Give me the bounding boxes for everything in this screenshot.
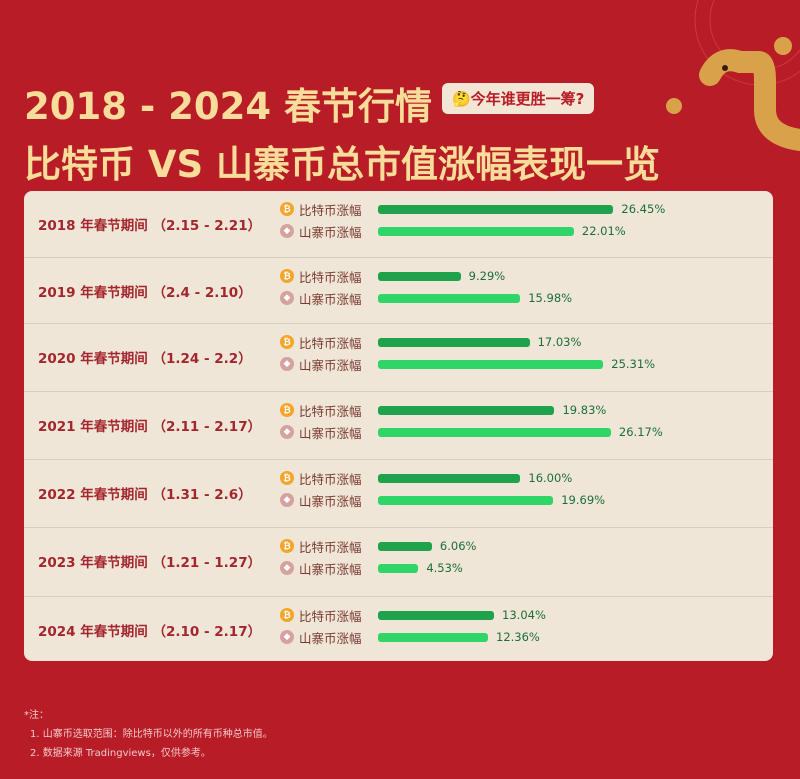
year-row: 2019 年春节期间 （2.4 - 2.10） ₿ 比特币涨幅 9.29% ◆ 山寨币涨幅…	[24, 257, 773, 323]
btc-line: ₿ 比特币涨幅 26.45%	[280, 199, 665, 219]
series-label: 比特币涨幅	[299, 335, 362, 351]
alt-line: ◆ 山寨币涨幅 12.36%	[280, 627, 540, 647]
year-row: 2022 年春节期间 （1.31 - 2.6） ₿ 比特币涨幅 16.00% ◆ 山寨币涨…	[24, 459, 773, 527]
notes-heading: *注：	[24, 710, 49, 721]
alt-bar	[378, 359, 604, 369]
alt-line: ◆ 山寨币涨幅 26.17%	[280, 422, 663, 442]
alt-line: ◆ 山寨币涨幅 25.31%	[280, 354, 655, 374]
value-label: 19.69%	[561, 493, 606, 507]
btc-bar	[378, 541, 432, 551]
period-label: 2023 年春节期间 （1.21 - 1.27）	[38, 555, 262, 571]
altcoin-icon: ◆	[280, 425, 294, 439]
period-label: 2021 年春节期间 （2.11 - 2.17）	[38, 419, 262, 435]
value-label: 22.01%	[581, 224, 626, 238]
title-line-1: 2018 - 2024 春节行情	[24, 85, 432, 128]
series-label: 山寨币涨幅	[299, 357, 362, 373]
bitcoin-icon: ₿	[280, 202, 294, 216]
series-label: 比特币涨幅	[299, 202, 362, 218]
altcoin-icon: ◆	[280, 561, 294, 575]
alt-line: ◆ 山寨币涨幅 15.98%	[280, 288, 572, 308]
series-label: 山寨币涨幅	[299, 224, 362, 240]
value-label: 16.00%	[528, 471, 573, 485]
series-label: 比特币涨幅	[299, 269, 362, 285]
value-label: 26.17%	[618, 425, 663, 439]
year-row: 2018 年春节期间 （2.15 - 2.21） ₿ 比特币涨幅 26.45% ◆ 山寨币…	[24, 191, 773, 257]
alt-bar	[378, 293, 521, 303]
note-2: 2. 数据来源 Tradingviews，仅供参考。	[30, 748, 211, 759]
question-badge: 🤔今年谁更胜一筹?	[442, 83, 595, 114]
year-row: 2020 年春节期间 （1.24 - 2.2） ₿ 比特币涨幅 17.03% ◆ 山寨币涨…	[24, 323, 773, 391]
year-row: 2021 年春节期间 （2.11 - 2.17） ₿ 比特币涨幅 19.83% ◆ 山寨币…	[24, 391, 773, 459]
series-label: 山寨币涨幅	[299, 630, 362, 646]
series-label: 比特币涨幅	[299, 403, 362, 419]
series-label: 山寨币涨幅	[299, 291, 362, 307]
series-label: 比特币涨幅	[299, 539, 362, 555]
alt-line: ◆ 山寨币涨幅 22.01%	[280, 221, 626, 241]
series-label: 山寨币涨幅	[299, 561, 362, 577]
alt-bar	[378, 632, 488, 642]
series-label: 山寨币涨幅	[299, 425, 362, 441]
alt-bar	[378, 563, 419, 573]
period-label: 2018 年春节期间 （2.15 - 2.21）	[38, 218, 262, 234]
bitcoin-icon: ₿	[280, 608, 294, 622]
btc-bar	[378, 204, 614, 214]
altcoin-icon: ◆	[280, 630, 294, 644]
btc-line: ₿ 比特币涨幅 19.83%	[280, 400, 606, 420]
alt-line: ◆ 山寨币涨幅 4.53%	[280, 558, 463, 578]
altcoin-icon: ◆	[280, 224, 294, 238]
snake-decoration	[666, 0, 800, 151]
value-label: 15.98%	[528, 291, 573, 305]
btc-bar	[378, 473, 521, 483]
btc-line: ₿ 比特币涨幅 9.29%	[280, 266, 505, 286]
alt-bar	[378, 427, 611, 437]
alt-line: ◆ 山寨币涨幅 19.69%	[280, 490, 605, 510]
value-label: 9.29%	[468, 269, 506, 283]
value-label: 25.31%	[611, 357, 656, 371]
period-label: 2022 年春节期间 （1.31 - 2.6）	[38, 487, 252, 503]
btc-bar	[378, 610, 495, 620]
series-label: 比特币涨幅	[299, 608, 362, 624]
year-row: 2024 年春节期间 （2.10 - 2.17） ₿ 比特币涨幅 13.04% ◆ 山寨币…	[24, 596, 773, 661]
btc-bar	[378, 405, 555, 415]
year-row: 2023 年春节期间 （1.21 - 1.27） ₿ 比特币涨幅 6.06% ◆ 山寨币涨…	[24, 527, 773, 596]
note-1: 1. 山寨币选取范围：除比特币以外的所有币种总市值。	[30, 729, 273, 740]
btc-line: ₿ 比特币涨幅 17.03%	[280, 332, 581, 352]
alt-bar	[378, 226, 574, 236]
bitcoin-icon: ₿	[280, 471, 294, 485]
value-label: 12.36%	[496, 630, 540, 644]
bitcoin-icon: ₿	[280, 269, 294, 283]
alt-bar	[378, 495, 554, 505]
bitcoin-icon: ₿	[280, 539, 294, 553]
value-label: 6.06%	[439, 539, 477, 553]
bitcoin-icon: ₿	[280, 403, 294, 417]
altcoin-icon: ◆	[280, 493, 294, 507]
value-label: 26.45%	[621, 202, 666, 216]
btc-bar	[378, 337, 530, 347]
series-label: 山寨币涨幅	[299, 493, 362, 509]
value-label: 4.53%	[426, 561, 463, 575]
chart-panel: 2018 年春节期间 （2.15 - 2.21） ₿ 比特币涨幅 26.45% ◆ 山寨币…	[24, 191, 773, 661]
value-label: 17.03%	[537, 335, 582, 349]
btc-line: ₿ 比特币涨幅 6.06%	[280, 536, 476, 556]
btc-line: ₿ 比特币涨幅 16.00%	[280, 468, 572, 488]
value-label: 19.83%	[562, 403, 607, 417]
btc-line: ₿ 比特币涨幅 13.04%	[280, 605, 546, 625]
value-label: 13.04%	[502, 608, 546, 622]
btc-bar	[378, 271, 461, 281]
altcoin-icon: ◆	[280, 357, 294, 371]
footnotes: *注： 1. 山寨币选取范围：除比特币以外的所有币种总市值。 2. 数据来源 T…	[24, 706, 273, 763]
bitcoin-icon: ₿	[280, 335, 294, 349]
title-line-2: 比特币 VS 山寨币总市值涨幅表现一览	[24, 143, 661, 186]
period-label: 2024 年春节期间 （2.10 - 2.17）	[38, 624, 262, 640]
period-label: 2020 年春节期间 （1.24 - 2.2）	[38, 351, 252, 367]
altcoin-icon: ◆	[280, 291, 294, 305]
period-label: 2019 年春节期间 （2.4 - 2.10）	[38, 285, 252, 301]
series-label: 比特币涨幅	[299, 471, 362, 487]
